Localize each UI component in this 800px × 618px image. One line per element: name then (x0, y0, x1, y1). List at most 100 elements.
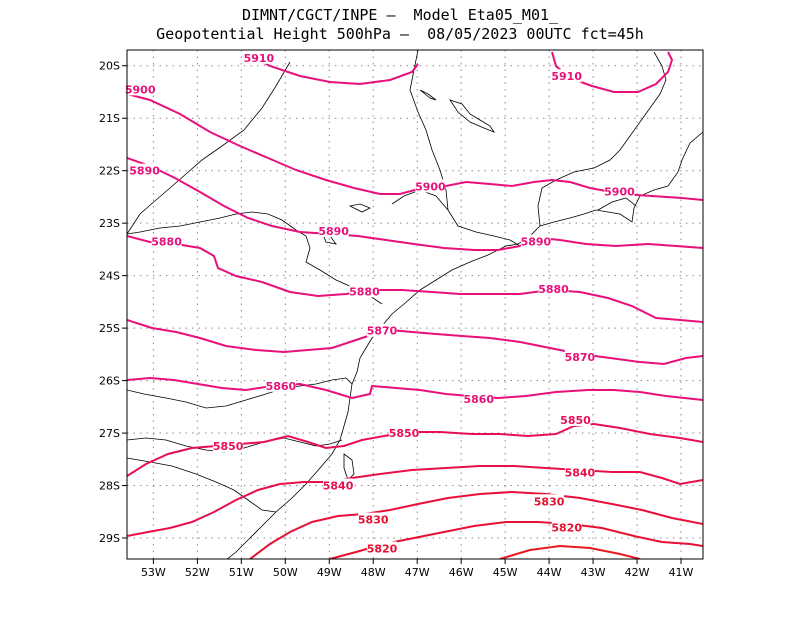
contour-label: 5880 (538, 283, 569, 296)
contour-label-bg (213, 439, 244, 453)
axis-ticks: 53W 52W 51W 50W 49W 48W 47W 46W 45W 44W 43W 42W 41W 2… (99, 60, 694, 579)
contour-label-bg (463, 391, 494, 405)
contour-label-bg (415, 179, 446, 193)
contour-label-bg (564, 465, 595, 479)
contour-label-bg (129, 163, 160, 177)
contour-5870 (127, 319, 703, 366)
contour-label: 5830 (358, 514, 389, 527)
contour-5860 (127, 376, 703, 401)
tick-label-lon: 51W (229, 566, 254, 579)
tick-label-lon: 45W (493, 566, 518, 579)
contour-label: 5890 (129, 165, 160, 178)
map-title-line1: DIMNT/CGCT/INPE – Model Eta05_M01_ (241, 6, 559, 24)
contour-label: 5820 (551, 522, 582, 535)
contour-5890 (127, 157, 703, 251)
contour-label-bg (125, 82, 156, 96)
contour-5910 (245, 53, 419, 86)
tick-label-lon: 42W (625, 566, 650, 579)
tick-label-lat: 25S (99, 322, 120, 335)
contour-lines (127, 51, 703, 559)
contour-label-bg (358, 512, 389, 526)
contour-label: 5910 (551, 70, 582, 83)
contour-label-bg (265, 378, 296, 392)
tick-label-lon: 48W (361, 566, 386, 579)
contour-label-bg (367, 541, 398, 555)
tick-label-lat: 20S (99, 60, 120, 73)
contour-label-bg (318, 224, 349, 238)
tick-label-lon: 44W (537, 566, 562, 579)
state-border (597, 197, 637, 211)
contour-label-bg (604, 184, 635, 198)
contour-label-bg (367, 323, 398, 337)
map-title-line2: Geopotential Height 500hPa – 08/05/2023 … (156, 25, 644, 43)
tick-label-lon: 53W (141, 566, 166, 579)
contour-label-bg (389, 426, 420, 440)
contour-label: 5850 (389, 427, 420, 440)
state-border (409, 50, 521, 247)
tick-label-lat: 29S (99, 532, 120, 545)
contour-label-bg (151, 234, 182, 248)
contour-5880 (127, 235, 703, 323)
tick-label-lon: 46W (449, 566, 474, 579)
lake (449, 99, 496, 133)
contour-label-bg (243, 50, 274, 64)
tick-label-lat: 24S (99, 270, 120, 283)
grid-lines (127, 50, 703, 559)
contour-label: 5830 (534, 495, 565, 508)
contour-label-bg (560, 412, 591, 426)
contour-label: 5880 (151, 236, 182, 249)
contour-5830 (249, 490, 703, 559)
contour-label-bg (564, 349, 595, 363)
contour-label: 5890 (318, 225, 349, 238)
tick-label-lat: 23S (99, 217, 120, 230)
contour-label-bg (349, 284, 380, 298)
contour-label: 5910 (244, 52, 275, 65)
contour-label: 5820 (367, 543, 398, 556)
contour-label: 5900 (604, 186, 635, 199)
coastline-borders (127, 50, 703, 559)
state-border (537, 51, 667, 227)
contour-label: 5850 (213, 440, 244, 453)
contour-label-bg (534, 494, 565, 508)
contour-labels: 5910 5910 5900 5900 5900 5890 5890 5890 5880 5880… (125, 50, 635, 556)
tick-label-lat: 28S (99, 480, 120, 493)
tick-label-lat: 22S (99, 165, 120, 178)
contour-label: 5860 (463, 393, 494, 406)
contour-label: 5860 (266, 380, 297, 393)
tick-label-lon: 41W (669, 566, 694, 579)
tick-label-lon: 47W (405, 566, 430, 579)
contour-label-bg (323, 478, 354, 492)
contour-label: 5880 (349, 285, 380, 298)
tick-label-lat: 27S (99, 427, 120, 440)
contour-label: 5840 (565, 466, 596, 479)
contour-label: 5870 (367, 325, 398, 338)
tick-label-lat: 21S (99, 112, 120, 125)
contour-5810 (499, 544, 641, 559)
state-border (127, 437, 343, 453)
contour-label: 5870 (565, 351, 596, 364)
map-frame (126, 49, 704, 560)
contour-label: 5890 (521, 236, 552, 249)
contour-5840 (127, 465, 703, 537)
contour-label-bg (551, 520, 582, 534)
lake (343, 453, 355, 481)
tick-label-lon: 50W (273, 566, 298, 579)
contour-label: 5840 (323, 480, 354, 493)
contour-label: 5900 (125, 83, 156, 96)
tick-label-lat: 26S (99, 375, 120, 388)
state-border (127, 457, 277, 513)
state-border (127, 211, 383, 305)
contour-label-bg (520, 234, 551, 248)
contour-label: 5850 (560, 414, 591, 427)
contour-label: 5900 (415, 180, 446, 193)
state-border (127, 61, 291, 235)
coastline (226, 131, 703, 559)
contour-label-bg (538, 281, 569, 295)
tick-label-lon: 43W (581, 566, 606, 579)
contour-label-bg (551, 69, 582, 83)
tick-label-lon: 52W (185, 566, 210, 579)
tick-label-lon: 49W (317, 566, 342, 579)
lake (419, 89, 437, 101)
state-border (127, 377, 353, 409)
